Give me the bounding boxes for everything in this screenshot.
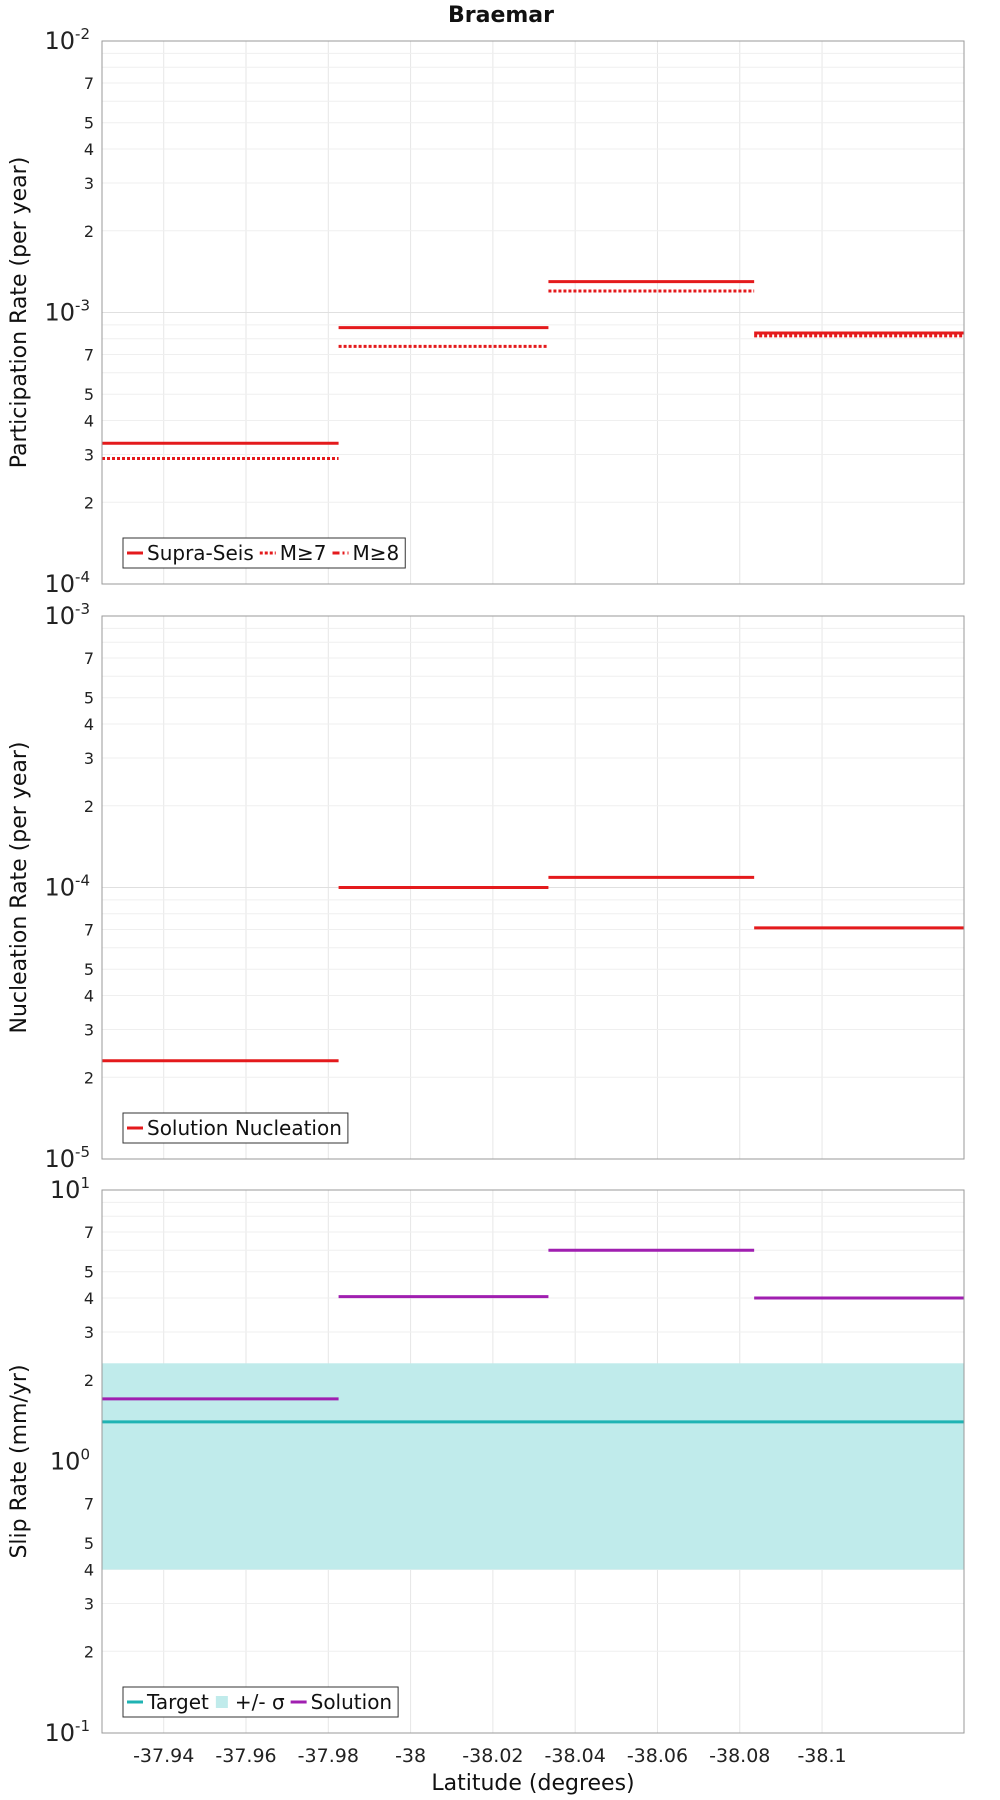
y-tick-label: 7 xyxy=(84,921,94,940)
x-axis-title: Latitude (degrees) xyxy=(431,1771,634,1796)
y-axis-title: Participation Rate (per year) xyxy=(7,157,32,469)
y-tick-label: 7 xyxy=(84,74,94,93)
y-tick-label: 2 xyxy=(84,797,94,816)
y-tick-label: 7 xyxy=(84,346,94,365)
legend-label: M≥7 xyxy=(280,541,327,565)
y-tick-label: 10-4 xyxy=(44,872,90,902)
legend-label: Target xyxy=(146,1690,209,1714)
x-tick-label: -38.04 xyxy=(545,1745,606,1767)
sigma-band xyxy=(102,1363,964,1570)
legend-box xyxy=(122,1112,349,1144)
y-tick-label: 101 xyxy=(50,1174,90,1204)
y-tick-label: 3 xyxy=(84,445,94,464)
x-tick-label: -38.02 xyxy=(462,1745,523,1767)
x-tick-label: -38.06 xyxy=(627,1745,688,1767)
y-tick-label: 7 xyxy=(84,649,94,668)
y-tick-label: 3 xyxy=(84,1323,94,1342)
legend-label: M≥8 xyxy=(353,541,400,565)
x-tick-label: -38 xyxy=(395,1745,426,1767)
plot-frame xyxy=(101,40,965,585)
legend: Supra-Seis M≥7 M≥8 xyxy=(122,537,406,569)
y-tick-label: 4 xyxy=(84,1561,94,1580)
y-tick-label: 2 xyxy=(84,222,94,241)
y-tick-label: 4 xyxy=(84,140,94,159)
y-tick-label: 10-1 xyxy=(44,1717,90,1747)
legend-box xyxy=(122,1686,399,1718)
y-tick-label: 4 xyxy=(84,987,94,1006)
y-tick-label: 10-3 xyxy=(44,600,90,630)
y-tick-label: 10-5 xyxy=(44,1143,90,1173)
y-tick-label: 5 xyxy=(84,385,94,404)
legend: Solution Nucleation xyxy=(122,1112,349,1144)
x-tick-label: -37.96 xyxy=(215,1745,276,1767)
x-tick-label: -38.1 xyxy=(797,1745,846,1767)
chart-title: Braemar xyxy=(448,3,554,28)
legend-box xyxy=(122,537,406,569)
y-tick-label: 2 xyxy=(84,493,94,512)
plot-frame xyxy=(101,615,965,1160)
y-tick-label: 10-2 xyxy=(44,25,90,55)
y-tick-label: 7 xyxy=(84,1223,94,1242)
y-tick-label: 10-3 xyxy=(44,297,90,327)
y-tick-label: 5 xyxy=(84,114,94,133)
x-tick-label: -37.94 xyxy=(133,1745,194,1767)
y-tick-label: 2 xyxy=(84,1371,94,1390)
y-tick-label: 5 xyxy=(84,1263,94,1282)
y-tick-label: 2 xyxy=(84,1642,94,1661)
legend-label: +/- σ xyxy=(235,1690,285,1714)
plot-frame xyxy=(101,1189,965,1734)
y-tick-label: 5 xyxy=(84,960,94,979)
y-tick-label: 3 xyxy=(84,174,94,193)
legend-label: Supra-Seis xyxy=(147,541,254,565)
legend: Target +/- σ Solution xyxy=(122,1686,399,1718)
y-tick-label: 5 xyxy=(84,689,94,708)
y-tick-label: 3 xyxy=(84,1020,94,1039)
panel-2: 10-5 2 3 4 5 7 10-4 2 3 4 5 7 10-3 Nucleation Rate (p… xyxy=(7,600,965,1173)
y-tick-label: 2 xyxy=(84,1068,94,1087)
x-tick-label: -38.08 xyxy=(709,1745,770,1767)
y-tick-label: 3 xyxy=(84,1594,94,1613)
legend-label: Solution Nucleation xyxy=(147,1116,342,1140)
y-tick-label: 4 xyxy=(84,412,94,431)
panel-3: 10-1 2 3 4 5 7 100 2 3 4 5 7 101 Slip Rate (mm/yr) -37… xyxy=(7,1174,965,1767)
legend-label: Solution xyxy=(311,1690,392,1714)
y-tick-label: 4 xyxy=(84,1289,94,1308)
y-tick-label: 7 xyxy=(84,1495,94,1514)
y-axis-title: Nucleation Rate (per year) xyxy=(7,742,32,1034)
y-tick-label: 10-4 xyxy=(44,568,90,598)
y-axis-title: Slip Rate (mm/yr) xyxy=(7,1364,32,1558)
x-tick-label: -37.98 xyxy=(298,1745,359,1767)
panel-1: 10-4 2 3 4 5 7 10-3 2 3 4 5 7 10-2 Participation Rate… xyxy=(7,25,965,598)
y-tick-label: 100 xyxy=(50,1446,90,1476)
y-tick-label: 3 xyxy=(84,749,94,768)
legend-swatch xyxy=(215,1696,228,1708)
y-tick-label: 4 xyxy=(84,715,94,734)
y-tick-label: 5 xyxy=(84,1534,94,1553)
